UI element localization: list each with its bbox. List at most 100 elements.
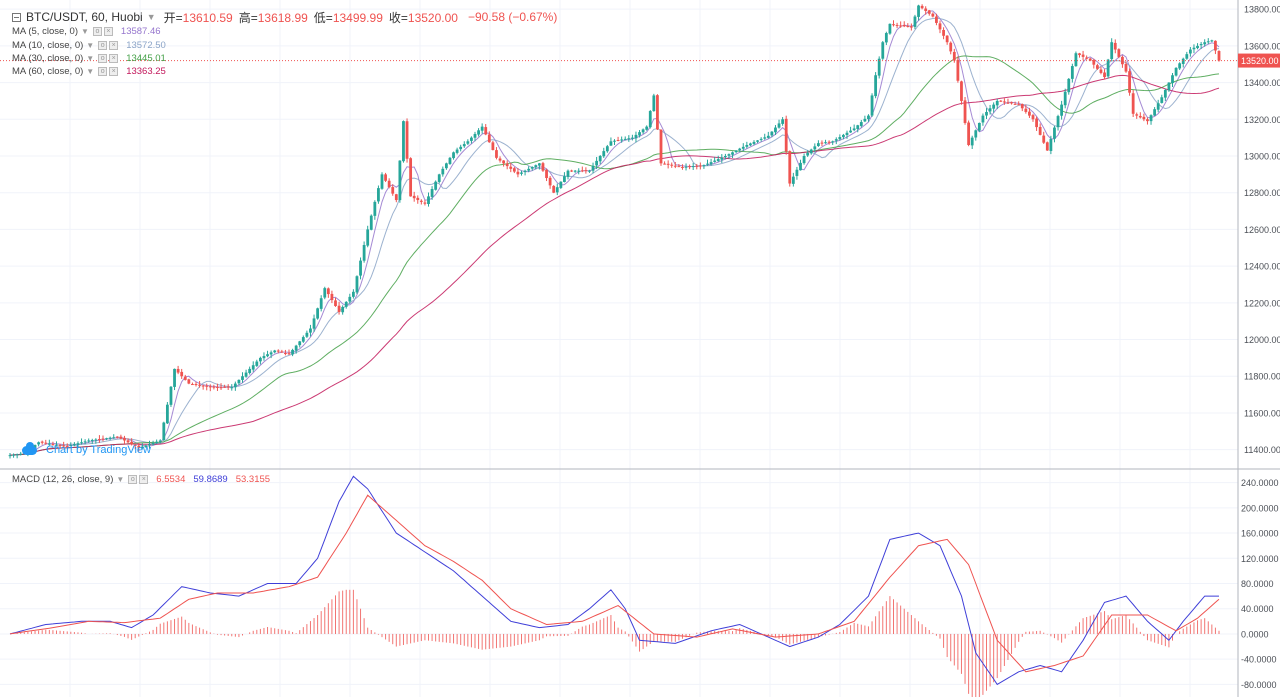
candle-body [988, 108, 992, 112]
candle-body [98, 439, 101, 441]
candle-body [1163, 89, 1167, 98]
macd-line [9, 475, 1219, 686]
candle-body [430, 189, 434, 197]
candle-body [441, 168, 445, 175]
price-axis-label: 13200.00 [1244, 115, 1280, 125]
candle-body [51, 444, 55, 446]
candle-body [1088, 58, 1092, 61]
candle-body [369, 215, 373, 230]
candle-body [527, 168, 531, 171]
last-price-label: 13520.00 [1241, 56, 1279, 66]
candle-body [856, 125, 860, 130]
study-ma60[interactable]: MA (60, close, 0) ▼ o × 13363.25 [12, 65, 166, 78]
candle-body [713, 160, 717, 162]
candle-body [638, 132, 641, 136]
candle-body [584, 170, 588, 172]
price-axis-label: 13000.00 [1244, 152, 1280, 162]
candle-body [205, 385, 209, 387]
candle-body [723, 156, 727, 158]
candle-body [219, 387, 223, 389]
candle-body [151, 442, 155, 445]
candle-body [284, 353, 287, 355]
candle-body [623, 138, 627, 140]
candle-body [130, 441, 134, 445]
candle-body [806, 152, 810, 156]
candle-body [530, 167, 534, 169]
candle-body [684, 166, 688, 168]
candle-body [809, 149, 813, 154]
candle-body [1078, 53, 1081, 56]
candle-body [902, 24, 906, 27]
symbol-title[interactable]: BTC/USDT, 60, Huobi [26, 10, 143, 24]
candle-body [198, 384, 201, 386]
chevron-down-icon[interactable]: ▼ [116, 475, 125, 484]
candle-body [12, 454, 15, 456]
candle-body [140, 446, 144, 449]
candle-body [1028, 111, 1031, 116]
chevron-down-icon[interactable]: ▼ [86, 54, 95, 63]
settings-icon[interactable]: o [128, 475, 138, 484]
candle-body [362, 245, 366, 261]
last-price-tag [1238, 53, 1280, 68]
close-icon[interactable]: × [103, 27, 113, 36]
study-macd[interactable]: MACD (12, 26, close, 9) ▼ o × 6.5534 59.86… [12, 473, 270, 486]
study-label: MA (10, close, 0) [12, 40, 84, 51]
candle-body [176, 368, 180, 373]
candle-body [763, 137, 767, 139]
candle-body [273, 350, 277, 353]
candle-body [1002, 101, 1006, 103]
candle-body [62, 445, 66, 447]
collapse-icon[interactable] [12, 12, 21, 22]
study-ma5[interactable]: MA (5, close, 0) ▼ o × 13587.46 [12, 25, 161, 38]
candle-body [895, 24, 899, 26]
price-axis-label: 13400.00 [1244, 78, 1280, 88]
settings-icon[interactable]: o [98, 67, 108, 76]
candle-body [741, 146, 745, 149]
candle-body [448, 157, 452, 164]
macd-axis-label: 120.0000 [1241, 554, 1279, 564]
candle-body [180, 371, 184, 377]
candle-body [80, 442, 83, 444]
candle-body [695, 165, 699, 167]
candle-body [1013, 103, 1017, 105]
chevron-down-icon[interactable]: ▼ [146, 12, 156, 22]
tradingview-watermark[interactable]: Chart by TradingView [22, 441, 151, 458]
candle-body [58, 444, 62, 446]
candle-body [112, 437, 116, 439]
study-ma30[interactable]: MA (30, close, 0) ▼ o × 13445.01 [12, 52, 166, 65]
candle-body [1117, 49, 1121, 57]
chevron-down-icon[interactable]: ▼ [86, 41, 95, 50]
settings-icon[interactable]: o [92, 27, 102, 36]
close-icon[interactable]: × [109, 54, 119, 63]
close-icon[interactable]: × [139, 475, 149, 484]
settings-icon[interactable]: o [98, 41, 108, 50]
candle-body [924, 8, 928, 12]
candle-body [1038, 126, 1042, 135]
candle-body [816, 143, 820, 147]
low-label: 低= [313, 10, 333, 25]
candle-body [1153, 109, 1157, 116]
candle-body [1067, 78, 1071, 93]
candle-body [40, 441, 44, 443]
close-icon[interactable]: × [109, 67, 119, 76]
candle-body [1095, 65, 1099, 69]
candle-body [1060, 104, 1064, 116]
candle-body [1142, 116, 1146, 120]
close-icon[interactable]: × [109, 41, 119, 50]
candle-body [706, 163, 709, 165]
candle-body [537, 163, 541, 166]
candle-body [1149, 115, 1153, 122]
study-ma10[interactable]: MA (10, close, 0) ▼ o × 13572.50 [12, 39, 166, 52]
chevron-down-icon[interactable]: ▼ [81, 27, 89, 36]
candle-body [280, 351, 284, 353]
candle-body [287, 353, 291, 355]
candle-body [559, 181, 563, 188]
candle-body [1103, 72, 1106, 78]
macd-line-value: 59.8689 [193, 474, 228, 485]
chevron-down-icon[interactable]: ▼ [86, 67, 95, 76]
candle-body [960, 81, 963, 101]
candle-body [427, 196, 430, 205]
settings-icon[interactable]: o [98, 54, 108, 63]
candle-body [173, 368, 176, 387]
